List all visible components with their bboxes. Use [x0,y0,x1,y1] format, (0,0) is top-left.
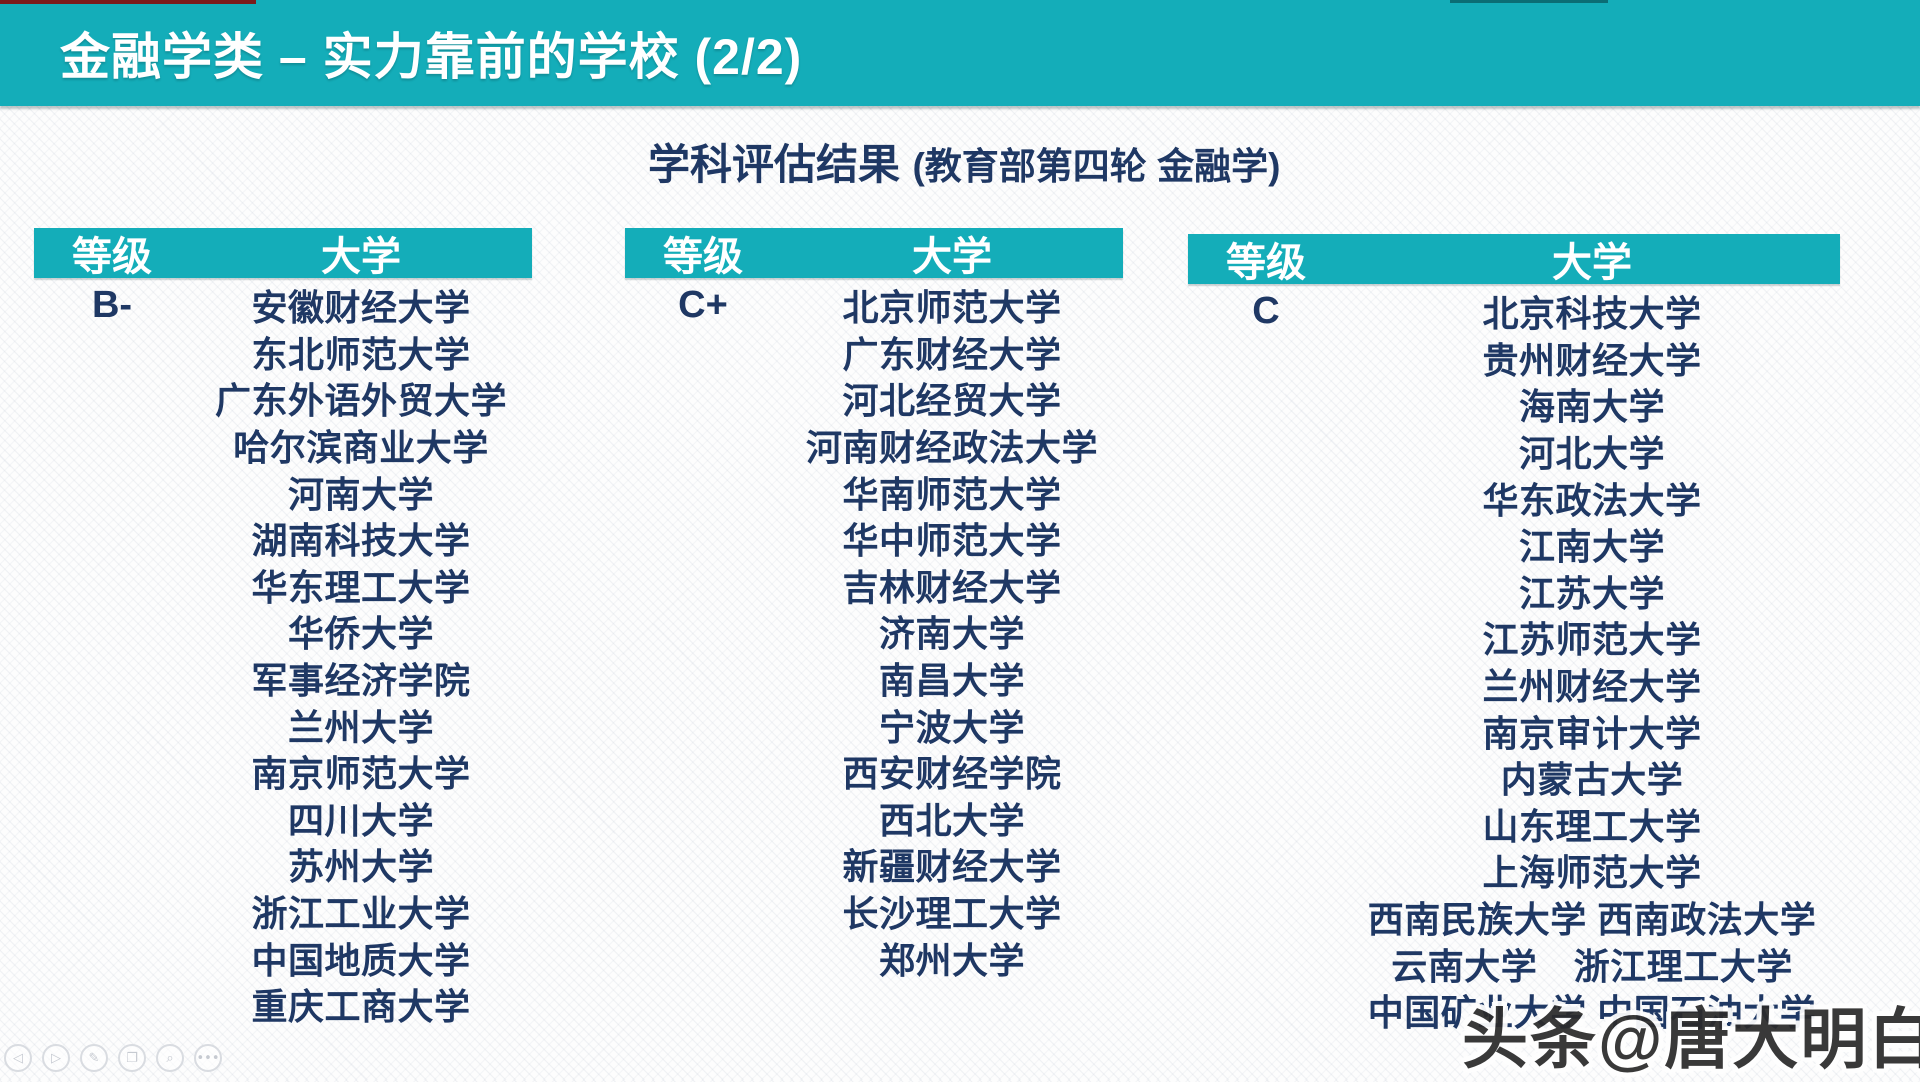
play-icon: ▷ [51,1050,61,1066]
subtitle: 学科评估结果 (教育部第四轮 金融学) [648,131,1280,192]
university-row: 宁波大学 [878,706,1025,748]
university-row: 江南大学 [1518,526,1665,568]
university-row: 安徽财经大学 [251,287,471,329]
university-row: 西南民族大学 西南政法大学 [1367,899,1817,941]
table-header: 等级 大学 [1188,234,1840,285]
university-row: 苏州大学 [287,846,434,888]
university-row: 江苏大学 [1518,572,1665,614]
university-row: 四川大学 [287,799,434,841]
slides-button[interactable]: ❐ [118,1044,146,1072]
previous-icon: ◁ [13,1050,23,1066]
title-banner: 金融学类 – 实力靠前的学校 (2/2) [0,0,1920,106]
university-row: 西安财经学院 [842,753,1062,795]
top-edge-dark-strip [1450,0,1608,3]
university-row: 西北大学 [878,799,1025,841]
university-row: 军事经济学院 [251,660,471,702]
university-list: 北京科技大学 贵州财经大学 海南大学河北大学 华东政法大学 江南大学 江苏大学江苏师范大学… [1344,288,1840,1034]
grade-table-c-plus: 等级 大学 C+ 北京师范大学 广东财经大学 河北经贸大学 河南财经政法大学 华南师范大… [625,228,1123,981]
university-row: 江苏师范大学 [1482,619,1702,661]
university-row: 北京科技大学 [1482,293,1702,335]
university-column-header: 大学 [321,235,401,279]
watermark: 头条@唐大明白 [1462,1002,1920,1076]
university-row: 兰州大学 [287,706,434,748]
university-row: 河南财经政法大学 [805,427,1098,469]
university-row: 吉林财经大学 [842,566,1062,608]
grade-table-c: 等级 大学 C 北京科技大学 贵州财经大学 海南大学 河北大学 华东政法大学 江南大学 江苏… [1188,234,1840,1034]
grade-label: C+ [678,284,728,326]
university-row: 南昌大学 [878,660,1025,702]
previous-button[interactable]: ◁ [4,1044,32,1072]
subtitle-main: 学科评估结果 [648,141,901,188]
university-row: 广东外语外贸大学 [214,380,507,422]
slides-icon: ❐ [126,1050,138,1066]
university-row: 海南大学 [1518,386,1665,428]
more-icon: ••• [196,1050,220,1066]
zoom-button[interactable]: ⌕ [156,1044,184,1072]
university-row: 云南大学 浙江理工大学 [1391,945,1793,987]
university-row: 中国地质大学 [251,939,471,981]
university-row: 中国矿业大学 中国石油大学 [1367,992,1817,1034]
university-row: 河北大学 [1518,433,1665,475]
grade-column-header: 等级 [1226,241,1306,285]
university-row: 南京审计大学 [1482,712,1702,754]
university-row: 河南大学 [287,473,434,515]
viewer-toolbar: ◁ ▷ ✎ ❐ ⌕ ••• [4,1044,222,1072]
university-row: 哈尔滨商业大学 [233,427,489,469]
top-edge-red-strip [0,0,256,4]
grade-label: C [1252,290,1280,332]
subtitle-paren: (教育部第四轮 金融学) [912,146,1281,187]
university-row: 华中师范大学 [842,520,1062,562]
university-row: 兰州财经大学 [1482,666,1702,708]
grade-column-header: 等级 [663,235,743,279]
university-row: 广东财经大学 [842,333,1062,375]
university-row: 济南大学 [878,613,1025,655]
more-button[interactable]: ••• [194,1044,222,1072]
university-row: 郑州大学 [878,939,1025,981]
university-row: 湖南科技大学 [251,520,471,562]
university-list: 安徽财经大学 东北师范大学 广东外语外贸大学 哈尔滨商业大学 河南大学湖南科技大学 华东理… [190,282,532,1028]
university-row: 贵州财经大学 [1482,339,1702,381]
play-button[interactable]: ▷ [42,1044,70,1072]
pen-icon: ✎ [88,1050,100,1066]
grade-label: B- [91,284,133,326]
university-row: 华东理工大学 [251,566,471,608]
university-list: 北京师范大学 广东财经大学 河北经贸大学 河南财经政法大学 华南师范大学 华中师范大学 吉林… [781,282,1123,981]
university-row: 山东理工大学 [1482,805,1702,847]
university-row: 华南师范大学 [842,473,1062,515]
university-row: 东北师范大学 [251,333,471,375]
university-row: 新疆财经大学 [842,846,1062,888]
university-row: 内蒙古大学 [1500,759,1684,801]
university-column-header: 大学 [1552,241,1632,285]
university-row: 南京师范大学 [251,753,471,795]
university-row: 河北经贸大学 [842,380,1062,422]
grade-column-header: 等级 [72,235,152,279]
university-column-header: 大学 [912,235,992,279]
grade-table-b-minus: 等级 大学 B- 安徽财经大学 东北师范大学 广东外语外贸大学 哈尔滨商业大学 河南大学… [34,228,532,1028]
zoom-icon: ⌕ [166,1050,174,1066]
university-row: 北京师范大学 [842,287,1062,329]
university-row: 重庆工商大学 [251,986,471,1028]
pen-button[interactable]: ✎ [80,1044,108,1072]
university-row: 长沙理工大学 [842,893,1062,935]
university-row: 华侨大学 [287,613,434,655]
table-header: 等级 大学 [34,228,532,279]
university-row: 华东政法大学 [1482,479,1702,521]
university-row: 上海师范大学 [1482,852,1702,894]
university-row: 浙江工业大学 [251,893,471,935]
table-header: 等级 大学 [625,228,1123,279]
slide-title: 金融学类 – 实力靠前的学校 (2/2) [60,29,803,85]
